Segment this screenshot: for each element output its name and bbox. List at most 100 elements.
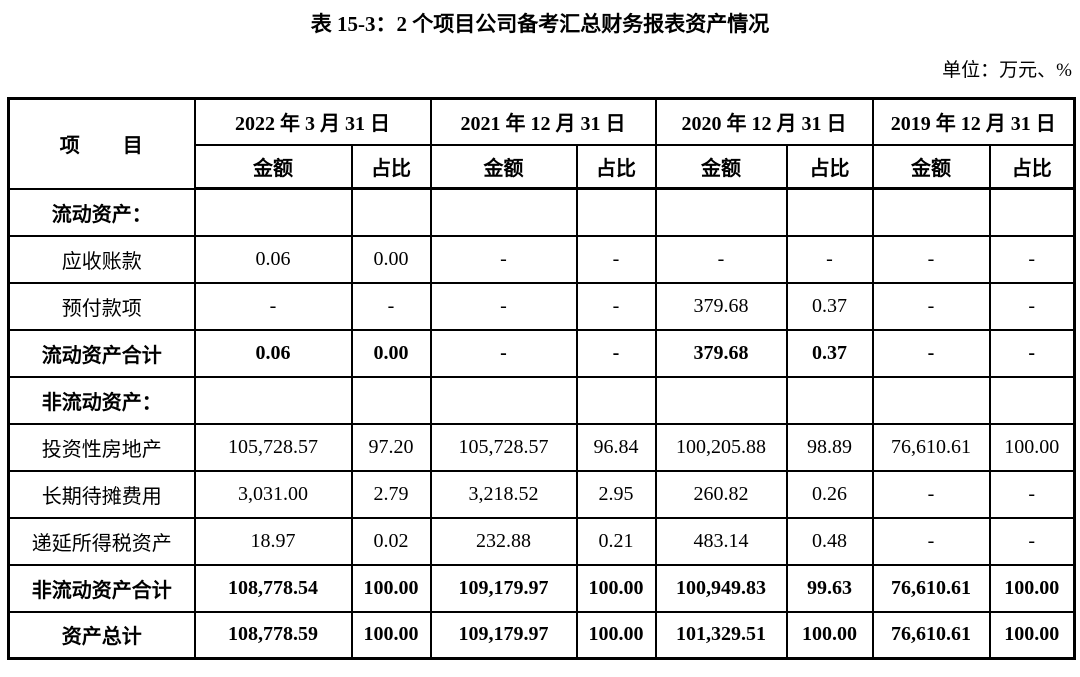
cell-amount: 379.68 [654,281,788,331]
unit-note: 单位：万元、% [942,60,1072,81]
table-row-deferred-tax-assets: 递延所得税资产 18.97 0.02 232.88 0.21 483.14 0.… [7,516,1076,566]
cell-ratio: 0.48 [785,516,874,566]
row-label: 非流动资产合计 [7,563,196,613]
cell-ratio: 100.00 [785,610,874,660]
cell-ratio: 100.00 [988,610,1076,660]
cell-amount [871,375,991,425]
cell-ratio: 100.00 [575,610,657,660]
row-label: 预付款项 [7,281,196,331]
cell-ratio: 100.00 [350,610,432,660]
cell-amount: - [429,281,578,331]
cell-amount: - [654,234,788,284]
cell-amount: - [871,469,991,519]
cell-ratio: 99.63 [785,563,874,613]
header-period-2019-12-31: 2019 年 12 月 31 日 [871,97,1076,145]
cell-ratio: 96.84 [575,422,657,472]
cell-amount: 232.88 [429,516,578,566]
financial-assets-table: 项 目 2022 年 3 月 31 日 2021 年 12 月 31 日 202… [7,97,1076,660]
header-ratio-2022: 占比 [350,143,432,190]
cell-ratio: 100.00 [988,422,1076,472]
cell-amount: 76,610.61 [871,563,991,613]
cell-amount: 483.14 [654,516,788,566]
cell-amount: 105,728.57 [429,422,578,472]
header-row-sublabels: 金额 占比 金额 占比 金额 占比 金额 占比 [9,143,1076,190]
cell-ratio: 0.26 [785,469,874,519]
table-row-total-noncurrent-assets: 非流动资产合计 108,778.54 100.00 109,179.97 100… [7,563,1076,613]
cell-ratio: - [575,281,657,331]
cell-amount: - [871,234,991,284]
cell-amount: 109,179.97 [429,563,578,613]
header-period-2022-03-31: 2022 年 3 月 31 日 [193,97,432,145]
cell-ratio: 100.00 [575,563,657,613]
cell-ratio [988,187,1076,237]
cell-amount: 18.97 [193,516,353,566]
cell-ratio: - [988,281,1076,331]
cell-ratio: 98.89 [785,422,874,472]
header-item-column: 项 目 [7,97,196,190]
cell-ratio: 100.00 [350,563,432,613]
row-label: 资产总计 [7,610,196,660]
header-amount-2020: 金额 [654,143,788,190]
row-label: 投资性房地产 [7,422,196,472]
cell-ratio [785,187,874,237]
cell-amount: - [429,234,578,284]
cell-amount: 100,205.88 [654,422,788,472]
table-row-accounts-receivable: 应收账款 0.06 0.00 - - - - - - [7,234,1076,284]
cell-ratio: 97.20 [350,422,432,472]
cell-ratio: 0.21 [575,516,657,566]
table-row-current-assets-header: 流动资产： [7,187,1076,237]
cell-amount: 0.06 [193,328,353,378]
cell-ratio [575,187,657,237]
cell-ratio: - [575,328,657,378]
cell-amount [871,187,991,237]
cell-amount: 109,179.97 [429,610,578,660]
row-label: 非流动资产： [7,375,196,425]
cell-amount [193,375,353,425]
cell-amount: 76,610.61 [871,610,991,660]
header-amount-2021: 金额 [429,143,578,190]
table-row-longterm-deferred-expenses: 长期待摊费用 3,031.00 2.79 3,218.52 2.95 260.8… [7,469,1076,519]
cell-amount: 3,218.52 [429,469,578,519]
header-ratio-2019: 占比 [988,143,1076,190]
header-row-dates: 项 目 2022 年 3 月 31 日 2021 年 12 月 31 日 202… [7,97,1076,190]
cell-amount: - [429,328,578,378]
cell-amount: 105,728.57 [193,422,353,472]
cell-ratio: 100.00 [988,563,1076,613]
cell-ratio: 0.02 [350,516,432,566]
cell-ratio: - [785,234,874,284]
cell-amount: 260.82 [654,469,788,519]
cell-ratio: - [988,234,1076,284]
cell-amount: 101,329.51 [654,610,788,660]
row-label: 流动资产： [7,187,196,237]
cell-ratio: - [350,281,432,331]
cell-amount: 108,778.54 [193,563,353,613]
cell-amount: - [193,281,353,331]
cell-ratio: - [988,469,1076,519]
row-label: 应收账款 [7,234,196,284]
cell-ratio [785,375,874,425]
header-period-2020-12-31: 2020 年 12 月 31 日 [654,97,874,145]
cell-amount: 76,610.61 [871,422,991,472]
header-ratio-2020: 占比 [785,143,874,190]
cell-ratio [575,375,657,425]
table-title: 表 15-3：2 个项目公司备考汇总财务报表资产情况 [310,12,770,36]
cell-amount: - [871,281,991,331]
cell-ratio: 0.37 [785,281,874,331]
header-amount-2019: 金额 [871,143,991,190]
table-row-investment-property: 投资性房地产 105,728.57 97.20 105,728.57 96.84… [7,422,1076,472]
cell-ratio: - [988,328,1076,378]
cell-amount [429,375,578,425]
cell-ratio: 0.00 [350,328,432,378]
table-row-noncurrent-assets-header: 非流动资产： [7,375,1076,425]
cell-ratio: 0.00 [350,234,432,284]
cell-ratio [350,375,432,425]
cell-ratio: - [575,234,657,284]
row-label: 递延所得税资产 [7,516,196,566]
cell-amount: 379.68 [654,328,788,378]
cell-ratio: 2.79 [350,469,432,519]
cell-amount: 3,031.00 [193,469,353,519]
row-label: 长期待摊费用 [7,469,196,519]
cell-amount [654,375,788,425]
cell-ratio: 2.95 [575,469,657,519]
